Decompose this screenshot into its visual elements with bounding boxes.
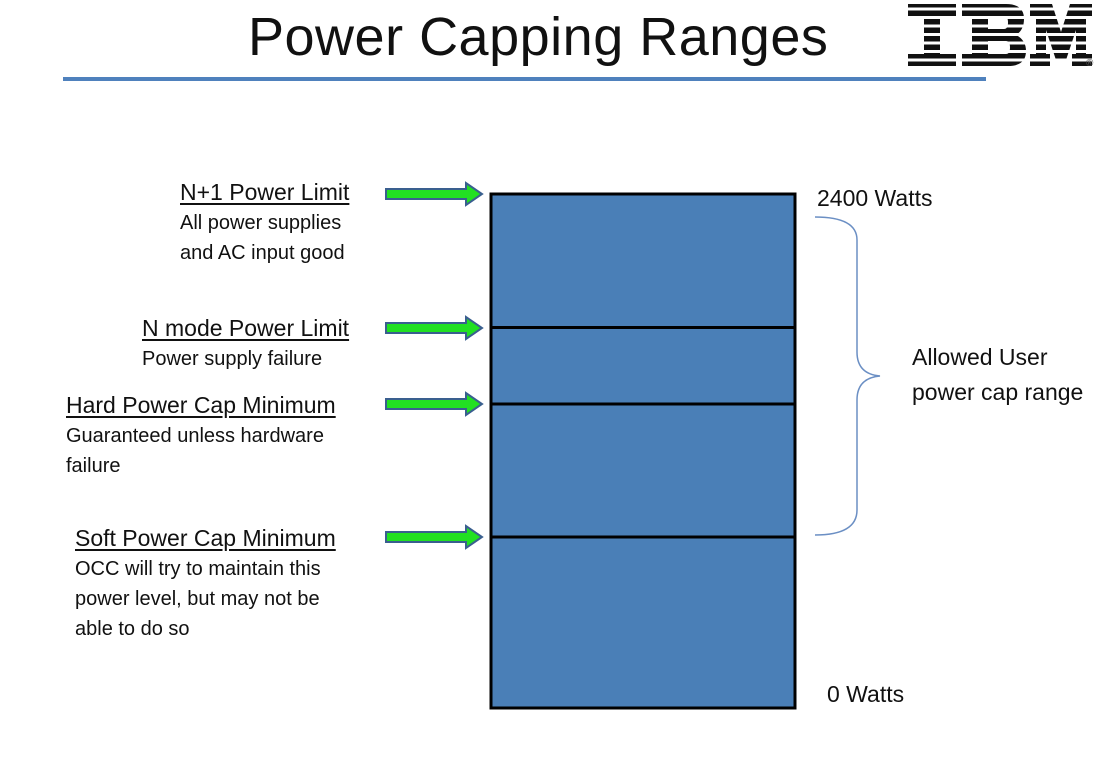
level-desc-line: Guaranteed unless hardware [66, 425, 324, 447]
level-n-mode: N mode Power Limit Power supply failure [142, 314, 349, 374]
power-range-bar [489, 192, 797, 710]
arrow-hard-cap [385, 391, 484, 417]
arrow-n-mode [385, 315, 484, 341]
allowed-range-label: Allowed User power cap range [912, 340, 1083, 410]
level-desc-line: able to do so [75, 618, 190, 640]
registered-mark: ® [1086, 58, 1094, 69]
title-rule [63, 77, 986, 81]
bottom-watts-label: 0 Watts [827, 681, 905, 707]
level-desc-line: All power supplies [180, 212, 342, 234]
level-desc-line: failure [66, 455, 121, 477]
level-desc-line: and AC input good [180, 242, 345, 264]
top-watts-label: 2400 Watts [817, 185, 933, 211]
level-heading: N mode Power Limit [142, 315, 350, 341]
level-heading: Hard Power Cap Minimum [66, 392, 336, 418]
level-desc-line: OCC will try to maintain this [75, 558, 321, 580]
level-desc-line: Power supply failure [142, 348, 323, 370]
level-heading: Soft Power Cap Minimum [75, 525, 336, 551]
level-n-plus-1: N+1 Power Limit All power supplies and A… [180, 178, 349, 268]
allowed-range-line: Allowed User [912, 344, 1048, 370]
arrow-n-plus-1 [385, 181, 484, 207]
page-title: Power Capping Ranges [248, 7, 829, 67]
allowed-range-line: power cap range [912, 379, 1084, 405]
ibm-logo: ® [908, 4, 1094, 69]
level-desc-line: power level, but may not be [75, 588, 320, 610]
level-hard-cap: Hard Power Cap Minimum Guaranteed unless… [66, 391, 336, 481]
arrow-soft-cap [385, 524, 484, 550]
level-heading: N+1 Power Limit [180, 179, 350, 205]
range-brace [814, 216, 881, 536]
level-soft-cap: Soft Power Cap Minimum OCC will try to m… [75, 524, 336, 644]
